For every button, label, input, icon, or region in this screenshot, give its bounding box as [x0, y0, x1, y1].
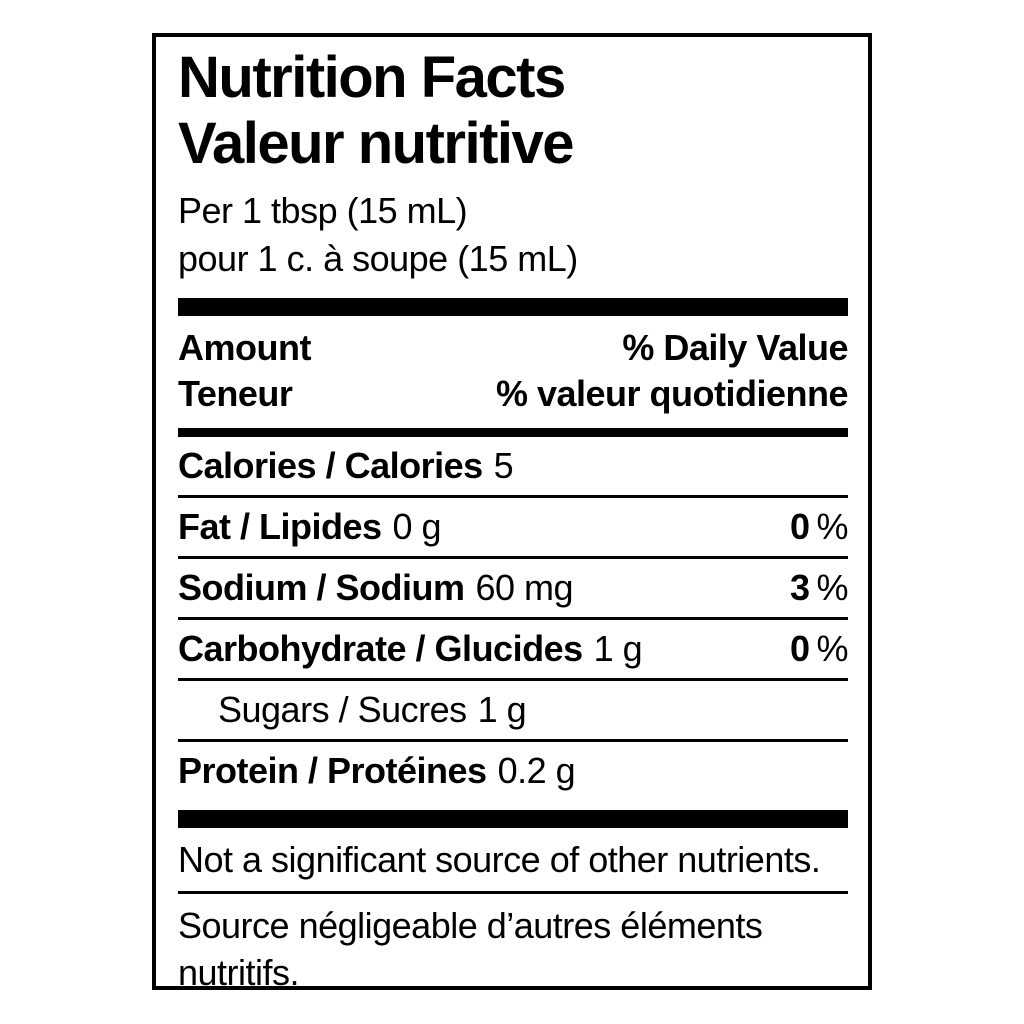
- nutrient-daily-value: 3%: [789, 567, 849, 608]
- nutrient-daily-value: 0%: [789, 506, 849, 547]
- nutrient-daily-value: 0%: [789, 628, 849, 669]
- nutrient-amount: 60 mg: [475, 567, 574, 608]
- daily-value-number: 0: [789, 628, 810, 669]
- footnote-french: Source négligeable d’autres éléments nut…: [178, 905, 763, 993]
- separator-bar-thick-top: [178, 298, 848, 316]
- daily-value-unit: %: [816, 567, 848, 608]
- separator-rule-thin: [178, 556, 848, 559]
- nutrient-row-sugars: Sugars / Sucres 1 g: [178, 681, 848, 739]
- nutrient-amount: 0.2 g: [497, 750, 576, 791]
- nutrient-row-sodium: Sodium / Sodium 60 mg 3%: [178, 559, 848, 617]
- nutrient-amount: 1 g: [477, 689, 527, 730]
- nutrition-facts-label: Nutrition Facts Valeur nutritive Per 1 t…: [152, 33, 872, 993]
- separator-rule-thin: [178, 678, 848, 681]
- separator-rule-thin: [178, 891, 848, 894]
- nutrient-row-carbohydrate: Carbohydrate / Glucides 1 g 0%: [178, 620, 848, 678]
- nutrient-amount: 1 g: [593, 628, 643, 669]
- column-header-row-french: Teneur % valeur quotidienne: [178, 371, 849, 417]
- footnote-english: Not a significant source of other nutrie…: [178, 839, 821, 880]
- nutrient-name: Sodium / Sodium: [178, 567, 465, 608]
- daily-value-number: 3: [789, 567, 810, 608]
- nutrient-name: Fat / Lipides: [178, 506, 382, 547]
- column-header-daily-value-french: % valeur quotidienne: [495, 373, 849, 414]
- serving-size-english: Per 1 tbsp (15 mL): [178, 190, 468, 231]
- daily-value-unit: %: [816, 506, 848, 547]
- serving-size-group: Per 1 tbsp (15 mL) pour 1 c. à soupe (15…: [178, 187, 848, 283]
- column-header-row-english: Amount % Daily Value: [178, 325, 848, 371]
- nutrient-name: Carbohydrate / Glucides: [178, 628, 583, 669]
- separator-rule-thin: [178, 739, 848, 742]
- nutrient-amount: 0 g: [392, 506, 442, 547]
- calories-value: 5: [493, 445, 514, 486]
- title-english: Nutrition Facts: [178, 45, 566, 110]
- separator-rule-thin: [178, 617, 848, 620]
- separator-bar-thick-bottom: [178, 810, 848, 828]
- nutrient-name: Protein / Protéines: [178, 750, 487, 791]
- calories-label: Calories / Calories: [178, 445, 483, 486]
- column-header-daily-value-english: % Daily Value: [622, 327, 848, 368]
- column-header-amount-french: Teneur: [178, 373, 293, 414]
- column-header-amount-english: Amount: [178, 327, 311, 368]
- title-french: Valeur nutritive: [178, 111, 575, 176]
- separator-rule-thin: [178, 495, 848, 498]
- nutrient-name: Sugars / Sucres: [218, 689, 467, 730]
- calories-row: Calories / Calories 5: [178, 437, 848, 495]
- separator-bar-medium: [178, 428, 848, 437]
- nutrient-row-protein: Protein / Protéines 0.2 g: [178, 742, 848, 800]
- daily-value-number: 0: [789, 506, 810, 547]
- nutrient-row-fat: Fat / Lipides 0 g 0%: [178, 498, 848, 556]
- daily-value-unit: %: [816, 628, 848, 669]
- serving-size-french: pour 1 c. à soupe (15 mL): [178, 238, 578, 279]
